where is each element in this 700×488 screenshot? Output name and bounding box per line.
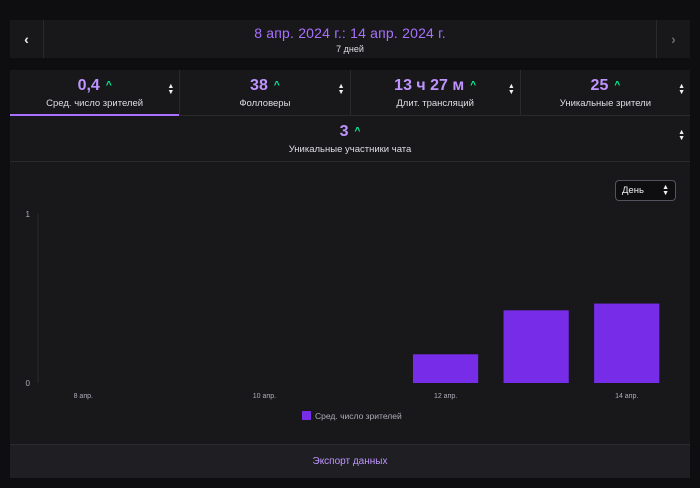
sort-icon: ▲ ▼ — [507, 83, 515, 96]
trend-up-icon: ^ — [470, 80, 477, 91]
stat-label: Длит. трансляций — [396, 97, 474, 109]
trend-up-icon: ^ — [273, 80, 280, 91]
sort-icon: ▲ ▼ — [678, 83, 685, 96]
date-navigator: ‹ 8 апр. 2024 г.: 14 апр. 2024 г. 7 дней… — [10, 20, 690, 58]
trend-up-icon: ^ — [354, 126, 361, 137]
stat-value: 38 — [250, 76, 268, 94]
y-tick-label: 0 — [26, 379, 31, 388]
x-tick-label: 12 апр. — [434, 393, 457, 400]
stat-followers[interactable]: 38 ^ Фолловеры ▲ ▼ — [180, 70, 351, 115]
y-tick-label: 1 — [26, 210, 31, 219]
date-range-display: 8 апр. 2024 г.: 14 апр. 2024 г. 7 дней — [44, 20, 656, 58]
prev-period-button[interactable]: ‹ — [10, 20, 44, 58]
legend-label: Сред. число зрителей — [315, 411, 402, 421]
stat-value: 13 ч 27 м — [394, 76, 465, 94]
date-range-label: 8 апр. 2024 г.: 14 апр. 2024 г. — [254, 24, 446, 41]
bar-6 — [503, 310, 569, 383]
stat-label: Уникальные участники чата — [288, 143, 412, 155]
stat-unique-chatters[interactable]: 3 ^ Уникальные участники чата ▲ ▼ — [10, 116, 690, 161]
stat-value: 25 — [590, 76, 609, 94]
stats-row: 0,4 ^ Сред. число зрителей ▲ ▼ 38 ^ Фоллове… — [10, 70, 690, 116]
chevron-right-icon: › — [671, 31, 676, 47]
stat-value: 0,4 — [77, 76, 100, 94]
x-tick-label: 14 апр. — [615, 393, 638, 400]
sort-icon: ▲ ▼ — [167, 83, 175, 96]
x-tick-label: 8 апр. — [74, 393, 93, 400]
stat-label: Фолловеры — [239, 97, 291, 109]
chevron-updown-icon: ▲ ▼ — [662, 183, 669, 197]
stat-unique-viewers[interactable]: 25 ^ Уникальные зрители ▲ ▼ — [521, 70, 690, 115]
stat-avg-viewers[interactable]: 0,4 ^ Сред. число зрителей ▲ ▼ — [10, 70, 181, 116]
chevron-left-icon: ‹ — [24, 31, 29, 47]
bar-5 — [412, 354, 479, 383]
next-period-button[interactable]: › — [656, 20, 690, 58]
trend-up-icon: ^ — [105, 80, 112, 91]
date-days-label: 7 дней — [336, 43, 364, 54]
trend-up-icon: ^ — [614, 80, 621, 91]
export-data-button[interactable]: Экспорт данных — [10, 444, 690, 478]
period-select[interactable]: День ▲ ▼ — [615, 180, 676, 201]
stats-row-2: 3 ^ Уникальные участники чата ▲ ▼ — [10, 116, 690, 162]
x-tick-label: 10 апр. — [253, 393, 276, 400]
stat-stream-duration[interactable]: 13 ч 27 м ^ Длит. трансляций ▲ ▼ — [351, 70, 521, 115]
sort-icon: ▲ ▼ — [678, 129, 685, 142]
legend-swatch — [302, 411, 311, 420]
sort-icon: ▲ ▼ — [337, 83, 345, 96]
bar-7 — [594, 303, 660, 383]
bar-chart: 0 1 8 апр. 10 апр. 12 апр. 14 апр. Сред. число… — [26, 210, 660, 421]
period-select-value: День — [622, 185, 644, 196]
stats-panel: 0,4 ^ Сред. число зрителей ▲ ▼ 38 ^ Фоллове… — [10, 70, 690, 478]
stat-label: Сред. число зрителей — [46, 97, 144, 109]
stat-label: Уникальные зрители — [559, 97, 652, 109]
stat-value: 3 — [339, 122, 349, 140]
